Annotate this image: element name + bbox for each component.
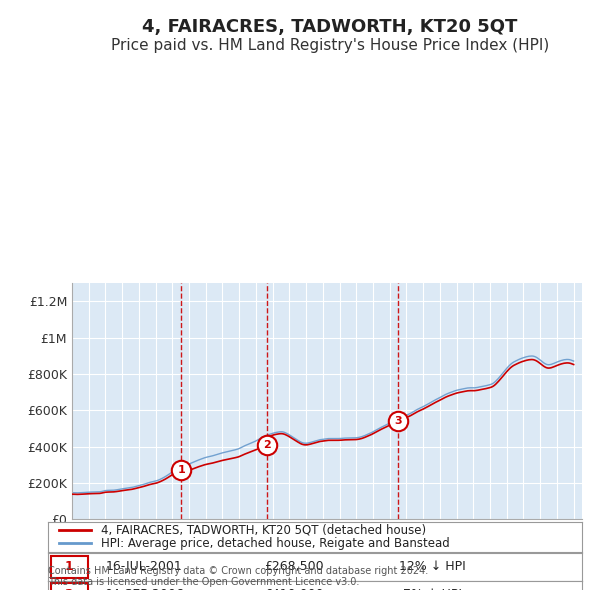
FancyBboxPatch shape — [50, 556, 88, 578]
Text: 16-JUL-2001: 16-JUL-2001 — [106, 560, 182, 573]
Text: This data is licensed under the Open Government Licence v3.0.: This data is licensed under the Open Gov… — [48, 577, 359, 587]
Text: 1: 1 — [178, 466, 185, 476]
Text: HPI: Average price, detached house, Reigate and Banstead: HPI: Average price, detached house, Reig… — [101, 537, 450, 550]
Text: 7% ↓ HPI: 7% ↓ HPI — [403, 588, 462, 590]
Text: Contains HM Land Registry data © Crown copyright and database right 2024.: Contains HM Land Registry data © Crown c… — [48, 566, 428, 576]
Text: Price paid vs. HM Land Registry's House Price Index (HPI): Price paid vs. HM Land Registry's House … — [111, 38, 549, 53]
Text: 4, FAIRACRES, TADWORTH, KT20 5QT: 4, FAIRACRES, TADWORTH, KT20 5QT — [142, 18, 518, 36]
Text: £268,500: £268,500 — [264, 560, 323, 573]
Text: £410,000: £410,000 — [264, 588, 323, 590]
Text: 2: 2 — [263, 440, 271, 450]
Text: 12% ↓ HPI: 12% ↓ HPI — [399, 560, 466, 573]
Text: 04-SEP-2006: 04-SEP-2006 — [104, 588, 184, 590]
Text: 1: 1 — [65, 560, 74, 573]
Text: 4, FAIRACRES, TADWORTH, KT20 5QT (detached house): 4, FAIRACRES, TADWORTH, KT20 5QT (detach… — [101, 524, 427, 537]
FancyBboxPatch shape — [50, 584, 88, 590]
Text: 2: 2 — [65, 588, 74, 590]
Text: 3: 3 — [394, 416, 402, 426]
